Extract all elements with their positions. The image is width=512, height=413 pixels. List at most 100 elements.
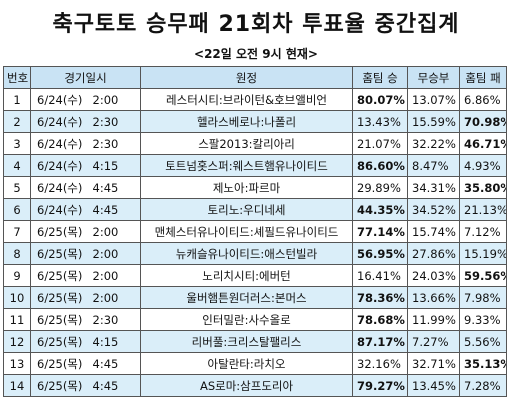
home-win-rate: 86.60% bbox=[352, 154, 409, 177]
page-title: 축구토토 승무패 21회차 투표율 중간집계 bbox=[52, 12, 460, 37]
vote-rate-table: 번호 경기일시 원정 홈팀 승 무승부 홈팀 패 1 6/24(수) 2:00 레스터… bbox=[3, 66, 508, 397]
draw-rate: 13.66% bbox=[407, 286, 461, 309]
home-loss-rate: 35.80% bbox=[459, 176, 508, 199]
header-home-loss: 홈팀 패 bbox=[459, 66, 508, 89]
match-name: 스팔2013:칼리아리 bbox=[140, 132, 354, 155]
table-row: 6 6/24(수) 4:45 토리노:우디네세 44.35% 34.52% 21.13% bbox=[3, 198, 508, 221]
draw-rate: 32.71% bbox=[407, 352, 461, 375]
row-number: 10 bbox=[3, 286, 31, 309]
table-row: 8 6/25(목) 2:00 뉴캐슬유나이티드:애스턴빌라 56.95% 27.86% 15… bbox=[3, 242, 508, 265]
home-win-rate: 16.41% bbox=[352, 264, 409, 287]
match-name: 헬라스베로나:나폴리 bbox=[140, 110, 354, 133]
home-loss-rate: 9.33% bbox=[459, 308, 508, 331]
home-loss-rate: 59.56% bbox=[459, 264, 508, 287]
home-win-rate: 32.16% bbox=[352, 352, 409, 375]
match-time: 4:15 bbox=[88, 154, 142, 177]
home-win-rate: 21.07% bbox=[352, 132, 409, 155]
draw-rate: 8.47% bbox=[407, 154, 461, 177]
header-draw: 무승부 bbox=[407, 66, 461, 89]
match-time: 4:45 bbox=[88, 176, 142, 199]
match-name: 제노아:파르마 bbox=[140, 176, 354, 199]
row-number: 2 bbox=[3, 110, 31, 133]
home-win-rate: 87.17% bbox=[352, 330, 409, 353]
row-number: 1 bbox=[3, 88, 31, 111]
home-win-rate: 80.07% bbox=[352, 88, 409, 111]
row-number: 5 bbox=[3, 176, 31, 199]
draw-rate: 32.22% bbox=[407, 132, 461, 155]
home-win-rate: 13.43% bbox=[352, 110, 409, 133]
match-name: 아탈란타:라치오 bbox=[140, 352, 354, 375]
table-row: 7 6/25(목) 2:00 맨체스터유나이티드:셰필드유나이티드 77.14% 15.7… bbox=[3, 220, 508, 243]
row-number: 11 bbox=[3, 308, 31, 331]
match-name: 레스터시티:브라이턴&호브앨비언 bbox=[140, 88, 354, 111]
table-row: 1 6/24(수) 2:00 레스터시티:브라이턴&호브앨비언 80.07% 13.07%… bbox=[3, 88, 508, 111]
match-date: 6/24(수) bbox=[30, 110, 89, 133]
match-name: 노리치시티:에버턴 bbox=[140, 264, 354, 287]
match-name: 리버풀:크리스탈팰리스 bbox=[140, 330, 354, 353]
match-date: 6/25(목) bbox=[30, 330, 89, 353]
match-name: 울버햄튼원더러스:본머스 bbox=[140, 286, 354, 309]
home-loss-rate: 4.93% bbox=[459, 154, 508, 177]
match-time: 2:30 bbox=[88, 110, 142, 133]
header-match: 원정 bbox=[140, 66, 354, 89]
home-loss-rate: 70.98% bbox=[459, 110, 508, 133]
match-time: 2:30 bbox=[88, 132, 142, 155]
match-name: 뉴캐슬유나이티드:애스턴빌라 bbox=[140, 242, 354, 265]
row-number: 13 bbox=[3, 352, 31, 375]
match-date: 6/25(목) bbox=[30, 286, 89, 309]
draw-rate: 27.86% bbox=[407, 242, 461, 265]
home-loss-rate: 15.19% bbox=[459, 242, 508, 265]
home-win-rate: 29.89% bbox=[352, 176, 409, 199]
draw-rate: 11.99% bbox=[407, 308, 461, 331]
match-time: 4:15 bbox=[88, 330, 142, 353]
match-name: 토트넘홋스퍼:웨스트햄유나이티드 bbox=[140, 154, 354, 177]
draw-rate: 34.31% bbox=[407, 176, 461, 199]
table-row: 12 6/25(목) 4:15 리버풀:크리스탈팰리스 87.17% 7.27% 5.56% bbox=[3, 330, 508, 353]
row-number: 3 bbox=[3, 132, 31, 155]
draw-rate: 24.03% bbox=[407, 264, 461, 287]
match-date: 6/25(목) bbox=[30, 220, 89, 243]
table-row: 4 6/24(수) 4:15 토트넘홋스퍼:웨스트햄유나이티드 86.60% 8.47% 4… bbox=[3, 154, 508, 177]
match-date: 6/24(수) bbox=[30, 154, 89, 177]
match-name: AS로마:삼프도리아 bbox=[140, 374, 354, 397]
match-date: 6/24(수) bbox=[30, 132, 89, 155]
home-loss-rate: 5.56% bbox=[459, 330, 508, 353]
home-win-rate: 78.68% bbox=[352, 308, 409, 331]
match-name: 인터밀란:사수올로 bbox=[140, 308, 354, 331]
home-loss-rate: 7.98% bbox=[459, 286, 508, 309]
page-subtitle: <22일 오전 9시 현재> bbox=[194, 47, 318, 61]
match-name: 토리노:우디네세 bbox=[140, 198, 354, 221]
table-row: 14 6/25(목) 4:45 AS로마:삼프도리아 79.27% 13.45% 7.28% bbox=[3, 374, 508, 397]
home-loss-rate: 6.86% bbox=[459, 88, 508, 111]
match-name: 맨체스터유나이티드:셰필드유나이티드 bbox=[140, 220, 354, 243]
match-date: 6/25(목) bbox=[30, 242, 89, 265]
match-time: 4:45 bbox=[88, 352, 142, 375]
match-date: 6/25(목) bbox=[30, 308, 89, 331]
table-row: 11 6/25(목) 2:30 인터밀란:사수올로 78.68% 11.99% 9.33% bbox=[3, 308, 508, 331]
match-date: 6/25(목) bbox=[30, 352, 89, 375]
match-date: 6/25(목) bbox=[30, 264, 89, 287]
match-time: 2:00 bbox=[88, 286, 142, 309]
row-number: 14 bbox=[3, 374, 31, 397]
home-loss-rate: 7.12% bbox=[459, 220, 508, 243]
draw-rate: 15.59% bbox=[407, 110, 461, 133]
home-loss-rate: 35.13% bbox=[459, 352, 508, 375]
row-number: 6 bbox=[3, 198, 31, 221]
match-date: 6/24(수) bbox=[30, 88, 89, 111]
draw-rate: 7.27% bbox=[407, 330, 461, 353]
header-datetime: 경기일시 bbox=[29, 66, 142, 89]
draw-rate: 13.45% bbox=[407, 374, 461, 397]
home-win-rate: 56.95% bbox=[352, 242, 409, 265]
row-number: 4 bbox=[3, 154, 31, 177]
home-win-rate: 78.36% bbox=[352, 286, 409, 309]
match-date: 6/25(목) bbox=[30, 374, 89, 397]
home-loss-rate: 21.13% bbox=[459, 198, 508, 221]
match-time: 2:00 bbox=[88, 220, 142, 243]
row-number: 8 bbox=[3, 242, 31, 265]
home-loss-rate: 46.71% bbox=[459, 132, 508, 155]
match-time: 2:00 bbox=[88, 88, 142, 111]
table-header-row: 번호 경기일시 원정 홈팀 승 무승부 홈팀 패 bbox=[3, 66, 508, 89]
